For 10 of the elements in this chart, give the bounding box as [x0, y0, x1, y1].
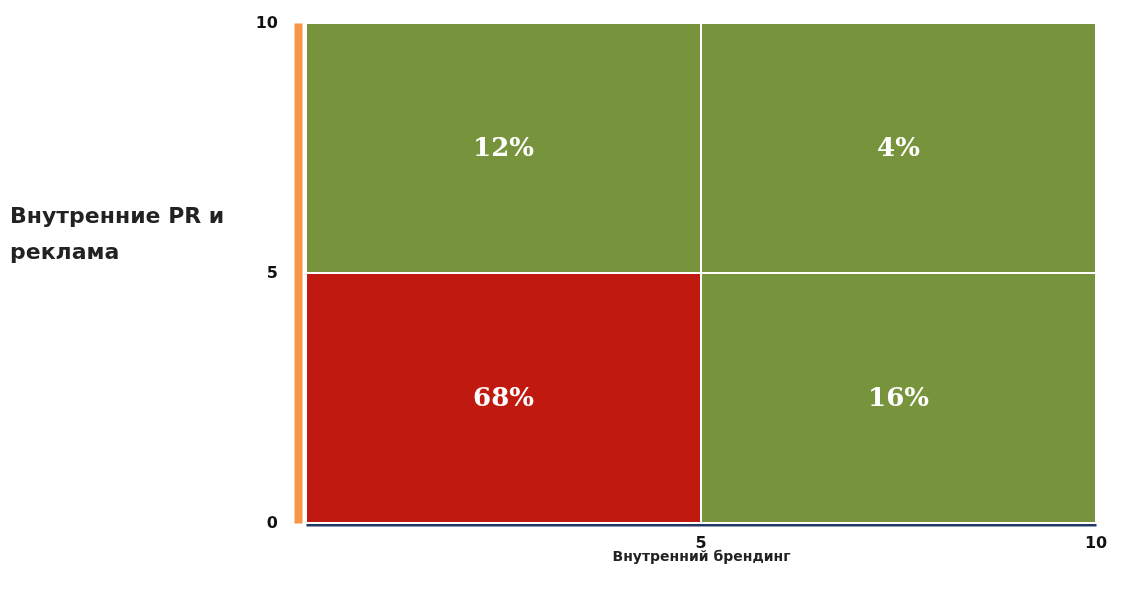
data-label: 12%	[473, 132, 535, 162]
x-axis-title: Внутренний брендинг	[612, 547, 791, 564]
data-label: 68%	[473, 382, 535, 412]
y-axis-title: Внутренние PR и реклама	[10, 203, 225, 264]
data-label: 16%	[868, 382, 930, 412]
text: 10	[255, 13, 278, 32]
text: 10	[1084, 533, 1108, 552]
data-label: 4%	[877, 132, 921, 162]
text: 0	[266, 513, 278, 532]
text: 5	[266, 263, 278, 282]
